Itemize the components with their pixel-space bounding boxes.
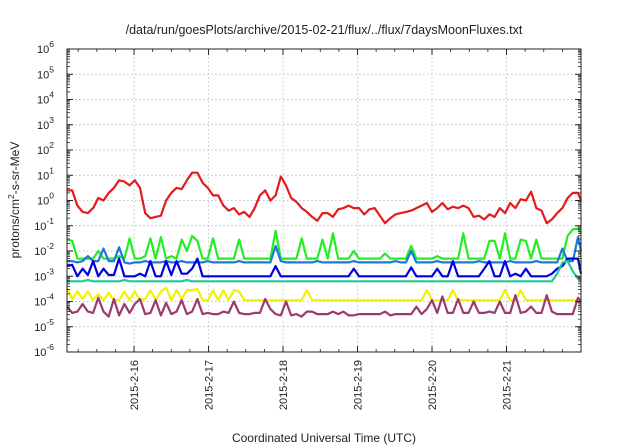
y-tick-label: 102: [37, 140, 54, 157]
chart-title: /data/run/goesPlots/archive/2015-02-21/f…: [126, 23, 523, 37]
x-axis: 2015-2-16 2015-2-17 2015-2-18 2015-2-19 2015…: [77, 49, 563, 410]
x-tick-label: 2015-2-21: [502, 360, 514, 410]
x-tick-label: 2015-2-18: [278, 360, 290, 410]
y-tick-label: 10-3: [34, 266, 54, 283]
y-tick-label: 10-2: [34, 241, 54, 258]
y-axis-label-part: protons/cm: [8, 199, 22, 258]
x-tick-label: 2015-2-16: [129, 360, 141, 410]
series-line-6: [65, 286, 582, 302]
x-tick-label: 2015-2-17: [204, 360, 216, 410]
series-line-5: [67, 260, 582, 283]
y-axis: 10-6 10-5 10-4 10-3 10-2 10-1 100 101 102 103 104 1…: [34, 39, 581, 359]
series-line-4: [66, 257, 583, 278]
y-tick-label: 103: [37, 115, 54, 132]
y-tick-label: 10-1: [34, 216, 54, 233]
grid-layer: [67, 49, 581, 352]
y-tick-label: 101: [37, 165, 54, 182]
x-axis-label: Coordinated Universal Time (UTC): [232, 431, 416, 445]
y-tick-label: 104: [37, 90, 54, 107]
series-layer: [65, 171, 583, 318]
series-line-3: [67, 236, 583, 265]
series-line-7: [66, 294, 582, 318]
y-tick-label: 10-6: [34, 342, 54, 359]
y-tick-label: 10-5: [34, 317, 54, 334]
y-tick-label: 100: [37, 191, 54, 208]
y-axis-label: protons/cm2-s-sr-MeV: [6, 142, 22, 259]
y-tick-label: 105: [37, 64, 54, 81]
y-tick-label: 106: [37, 39, 54, 56]
y-axis-label-part: -s-sr-MeV: [8, 142, 22, 195]
y-axis-label-superscript: 2: [6, 194, 16, 199]
series-line-2: [66, 227, 582, 260]
y-tick-label: 10-4: [34, 292, 54, 309]
series-line-1: [67, 171, 583, 225]
x-tick-label: 2015-2-20: [427, 360, 439, 410]
x-tick-label: 2015-2-19: [353, 360, 365, 410]
